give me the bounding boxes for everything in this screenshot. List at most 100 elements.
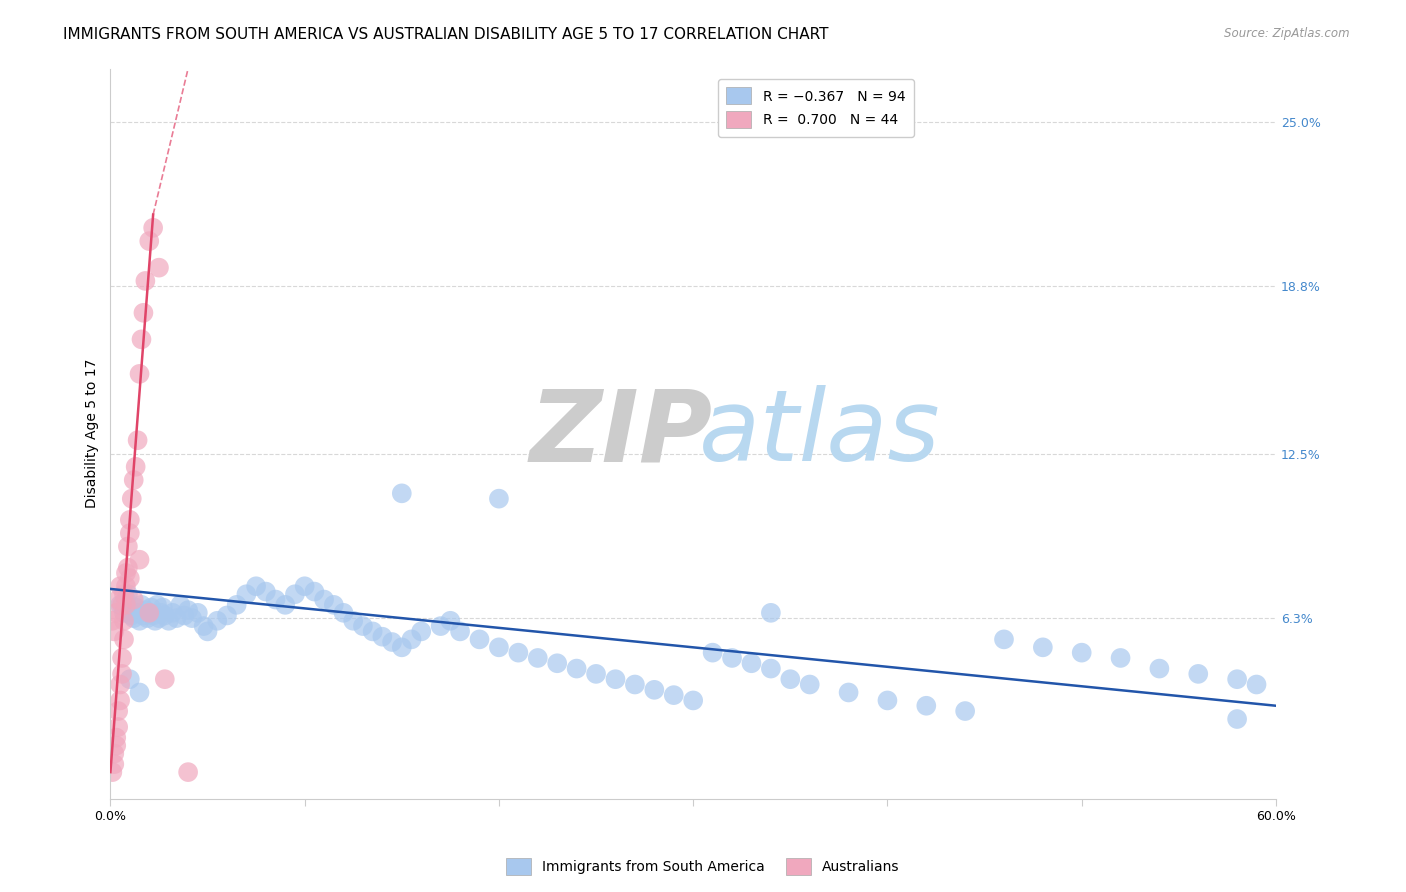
Point — [143, 614, 166, 628]
Point — [108, 598, 131, 612]
Point — [799, 677, 821, 691]
Point — [141, 600, 163, 615]
Legend: Immigrants from South America, Australians: Immigrants from South America, Australia… — [501, 853, 905, 880]
Point — [993, 632, 1015, 647]
Point — [131, 332, 153, 346]
Point — [132, 608, 155, 623]
Point — [131, 598, 153, 612]
Point — [508, 646, 530, 660]
Point — [361, 624, 384, 639]
Point — [643, 682, 665, 697]
Point — [128, 685, 150, 699]
Point — [138, 606, 160, 620]
Point — [107, 720, 129, 734]
Point — [124, 600, 146, 615]
Point — [128, 552, 150, 566]
Point — [235, 587, 257, 601]
Point — [111, 666, 134, 681]
Point — [429, 619, 451, 633]
Point — [1149, 662, 1171, 676]
Point — [488, 491, 510, 506]
Point — [225, 598, 247, 612]
Point — [546, 657, 568, 671]
Point — [146, 598, 169, 612]
Point — [169, 598, 191, 612]
Point — [624, 677, 647, 691]
Point — [1032, 640, 1054, 655]
Point — [134, 274, 156, 288]
Point — [264, 592, 287, 607]
Point — [153, 608, 176, 623]
Point — [488, 640, 510, 655]
Point — [1187, 666, 1209, 681]
Point — [103, 747, 125, 761]
Point — [107, 592, 129, 607]
Point — [122, 592, 145, 607]
Point — [115, 592, 138, 607]
Point — [153, 672, 176, 686]
Point — [149, 606, 172, 620]
Text: IMMIGRANTS FROM SOUTH AMERICA VS AUSTRALIAN DISABILITY AGE 5 TO 17 CORRELATION C: IMMIGRANTS FROM SOUTH AMERICA VS AUSTRAL… — [63, 27, 828, 42]
Point — [371, 630, 394, 644]
Point — [138, 234, 160, 248]
Point — [115, 598, 138, 612]
Point — [128, 367, 150, 381]
Text: ZIP: ZIP — [530, 385, 713, 482]
Point — [148, 260, 170, 275]
Point — [605, 672, 627, 686]
Point — [121, 608, 143, 623]
Point — [112, 632, 135, 647]
Point — [181, 611, 204, 625]
Point — [304, 584, 326, 599]
Point — [254, 584, 277, 599]
Text: atlas: atlas — [699, 385, 941, 482]
Point — [207, 614, 229, 628]
Point — [122, 473, 145, 487]
Point — [391, 640, 413, 655]
Point — [118, 571, 141, 585]
Point — [245, 579, 267, 593]
Point — [112, 606, 135, 620]
Point — [284, 587, 307, 601]
Point — [314, 592, 336, 607]
Point — [105, 606, 128, 620]
Point — [138, 606, 160, 620]
Legend: R = −0.367   N = 94, R =  0.700   N = 44: R = −0.367 N = 94, R = 0.700 N = 44 — [718, 79, 914, 136]
Point — [117, 587, 139, 601]
Point — [112, 587, 135, 601]
Point — [166, 611, 188, 625]
Point — [152, 600, 174, 615]
Point — [1226, 672, 1249, 686]
Point — [132, 306, 155, 320]
Point — [142, 220, 165, 235]
Point — [111, 598, 134, 612]
Point — [294, 579, 316, 593]
Point — [401, 632, 423, 647]
Point — [127, 606, 149, 620]
Point — [177, 603, 200, 617]
Point — [759, 662, 782, 676]
Point — [662, 688, 685, 702]
Point — [105, 739, 128, 753]
Point — [779, 672, 801, 686]
Point — [108, 579, 131, 593]
Point — [118, 513, 141, 527]
Point — [526, 651, 548, 665]
Point — [103, 757, 125, 772]
Point — [111, 651, 134, 665]
Point — [148, 611, 170, 625]
Point — [107, 704, 129, 718]
Point — [101, 765, 124, 780]
Point — [411, 624, 433, 639]
Point — [103, 624, 125, 639]
Point — [187, 606, 209, 620]
Point — [721, 651, 744, 665]
Point — [118, 603, 141, 617]
Point — [118, 526, 141, 541]
Point — [122, 611, 145, 625]
Point — [128, 614, 150, 628]
Point — [1109, 651, 1132, 665]
Point — [876, 693, 898, 707]
Point — [115, 579, 138, 593]
Point — [105, 731, 128, 745]
